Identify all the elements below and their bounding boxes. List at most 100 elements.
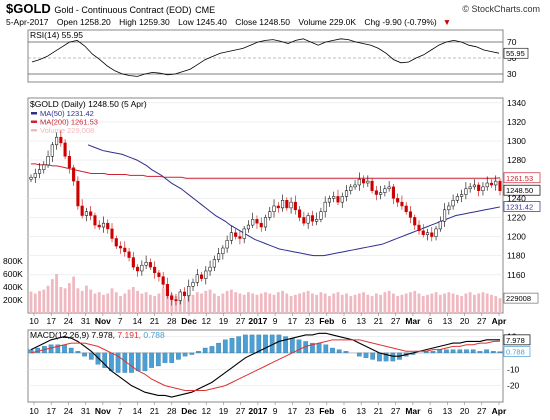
macd-x-axis-label: 17 [288,406,298,416]
x-axis-label: Mar [405,316,421,326]
volume-bar [229,289,233,313]
x-axis-label: 14 [133,316,143,326]
volume-bar [336,292,340,313]
volume-bar [289,296,293,313]
candle-body [97,224,101,228]
volume-bar [59,287,63,313]
x-axis-label: 21 [150,316,160,326]
candle-body [472,184,476,188]
candle-body [460,194,464,197]
macd-histogram-bar [430,351,436,354]
ma200-line [31,163,501,179]
macd-histogram-bar [464,349,469,354]
macd-line [30,332,500,398]
x-axis-label: 6 [428,316,433,326]
price-tag-label: 1261.53 [506,174,533,183]
macd-histogram-bar [222,339,228,354]
candle-body [438,221,442,230]
legend-swatch [31,112,37,115]
x-axis-label: 24 [64,316,74,326]
legend-label: Volume 229,008 [40,126,94,135]
x-axis-label: 6 [342,316,347,326]
volume-bar [430,293,434,313]
x-axis-label: 31 [81,316,91,326]
rsi-title: RSI(14) 55.95 [30,30,83,40]
macd-histogram-bar [370,352,376,360]
macd-histogram-bar [95,352,101,365]
price-tag-label: 1231.42 [506,203,533,212]
macd-histogram-bar [149,352,154,368]
volume-bar [119,296,122,313]
candle-body [344,190,349,197]
volume-bar [481,292,485,313]
macd-histogram-bar [343,351,349,354]
macd-histogram-bar [176,352,181,360]
volume-bar [187,293,191,313]
volume-bar [55,274,58,313]
macd-x-axis-label: 6 [342,406,347,416]
symbol: $GOLD [6,1,51,16]
volume-bar [221,293,225,313]
macd-x-axis-label: 27 [477,406,487,416]
macd-legend: MACD(12,26,9) 7.978, 7.191, 0.788 [30,330,165,340]
volume-bar [396,296,400,313]
candle-body [293,201,297,211]
macd-tag-label: 7.978 [506,336,525,345]
volume-bar [464,293,468,313]
candle-body [379,192,383,195]
volume-bar [114,292,118,313]
candle-body [29,177,33,180]
volume-bar [387,290,391,313]
volume-bar [426,294,429,313]
macd-x-axis-label: Feb [319,406,334,416]
legend-swatch [31,129,37,132]
candle-body [131,257,135,268]
legend-swatch [31,120,37,123]
volume-bar [29,291,33,313]
candle-body [366,180,370,184]
candle-body [404,205,408,212]
candle-body [310,215,314,222]
x-axis-label: 28 [167,316,177,326]
volume-tick-label: 600K [3,269,23,279]
x-axis-label: 21 [374,316,384,326]
macd-histogram-bar [444,349,449,354]
volume-bar [238,293,242,313]
candle-body [182,291,187,297]
macd-tag-label: 0.788 [506,348,525,357]
candle-body [285,199,289,209]
candle-body [59,136,63,144]
candle-body [174,299,178,302]
volume-bar [106,293,110,313]
volume-bar [434,292,438,313]
candle-body [281,199,285,209]
stockcharts-logo: © StockCharts.com [462,4,540,14]
volume-bar [136,290,139,313]
candle-body [42,164,46,170]
candle-body [396,198,400,203]
macd-x-axis-label: 21 [150,406,160,416]
macd-histogram-bar [283,336,288,354]
candle-body [157,272,161,277]
volume-bar [264,292,267,313]
candle-body [370,180,374,191]
rsi-line [31,38,500,77]
volume-bar [443,293,446,313]
macd-histogram-bar [336,349,342,354]
macd-histogram-bar [243,334,248,354]
candle-body [455,196,459,201]
volume-bar [204,290,208,313]
macd-histogram-bar [383,352,389,362]
price-title: $GOLD (Daily) 1248.50 (5 Apr) [30,99,147,109]
volume-bar [383,292,387,313]
x-axis-label: 13 [356,316,366,326]
macd-tick-label: -20 [507,381,520,391]
macd-histogram-bar [497,351,503,354]
candle-body [84,211,88,216]
volume-bar [217,296,220,313]
price-tick-label: 1160 [507,270,526,280]
quote-low: Low 1245.40 [178,17,227,27]
volume-bar [315,294,319,313]
price-tick-label: 1300 [507,136,526,146]
